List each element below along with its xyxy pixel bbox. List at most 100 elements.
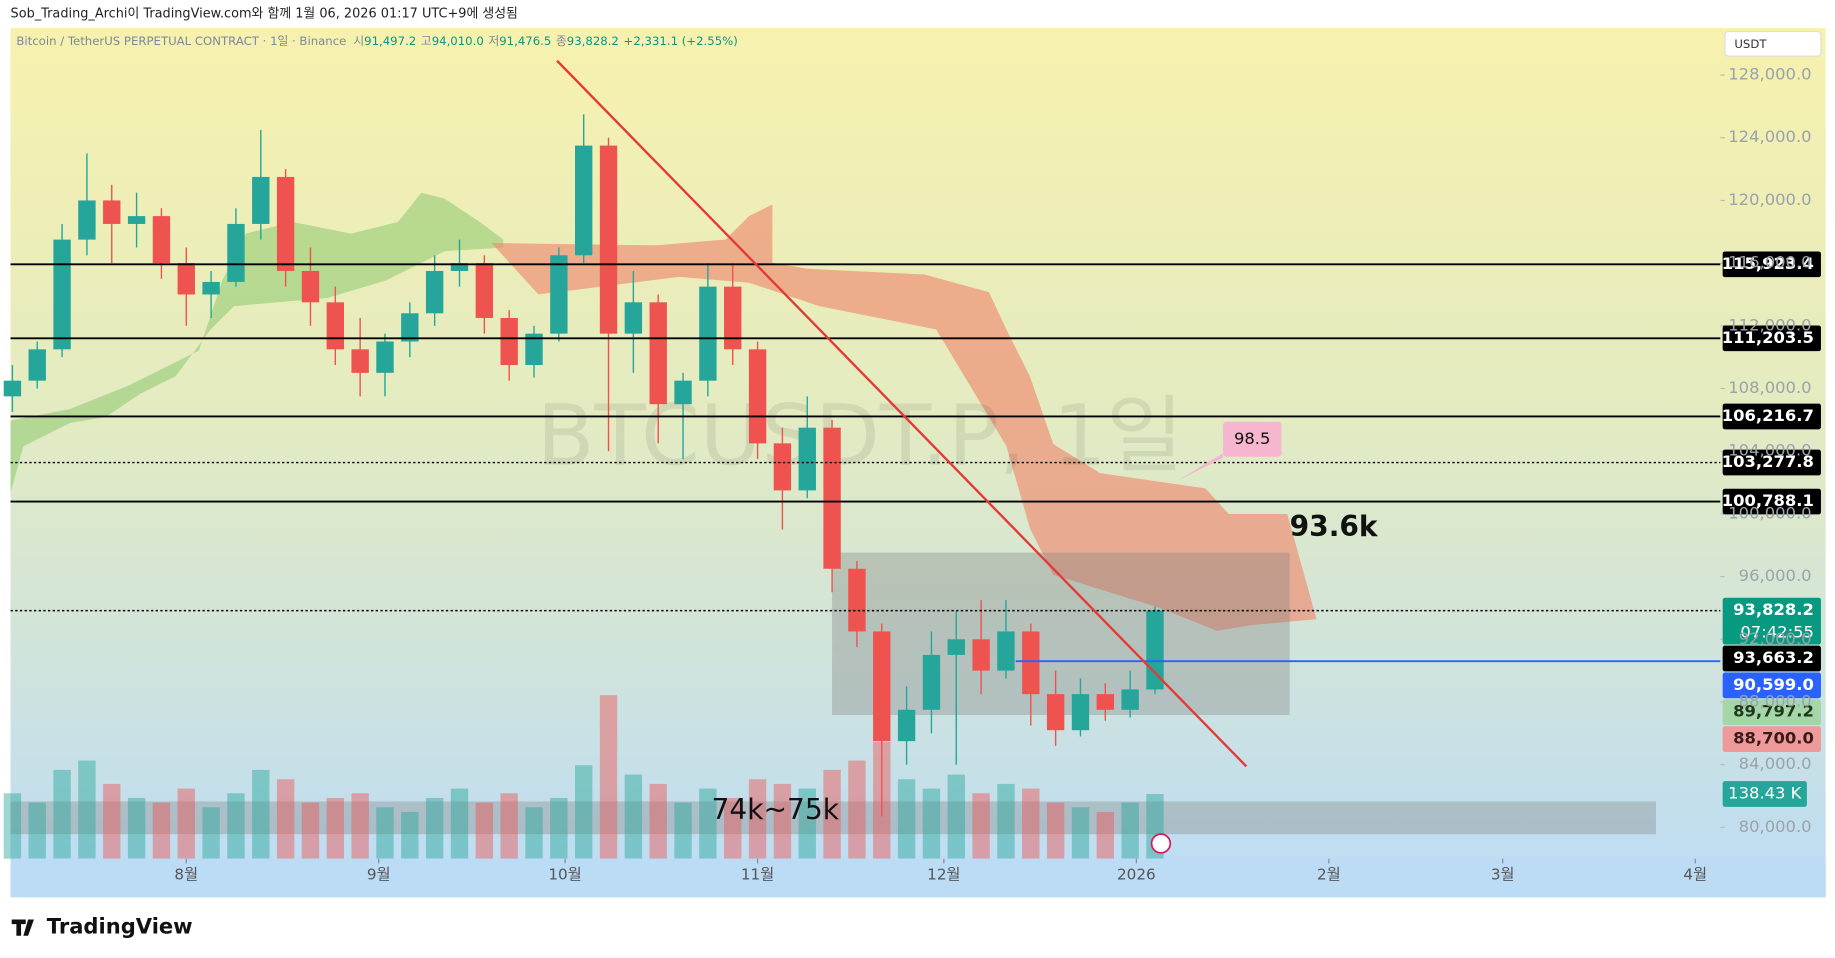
candle-body	[103, 200, 121, 224]
volume-bar	[773, 783, 792, 859]
volume-bar	[649, 783, 667, 859]
volume-bar	[674, 802, 692, 859]
time-axis-bg	[10, 858, 1826, 898]
callout-tail	[1176, 453, 1223, 482]
candle-body	[78, 200, 96, 240]
volume-bar	[450, 788, 469, 859]
volume-bar	[326, 797, 344, 859]
candle-body	[1046, 694, 1065, 731]
price-label: 93,663.2	[1733, 648, 1814, 667]
volume-bar	[152, 802, 171, 859]
y-tick-label: 88,000.0	[1739, 691, 1812, 710]
price-label-bg	[1722, 699, 1821, 726]
volume-bar	[724, 797, 742, 859]
ichimoku-cloud	[10, 192, 1317, 631]
candle-body	[326, 302, 344, 350]
candle-body	[152, 216, 171, 264]
price-label: 93,828.2	[1733, 600, 1814, 619]
candle-body	[3, 380, 22, 397]
volume-bar	[103, 783, 121, 859]
y-tick-label: 96,000.0	[1739, 566, 1812, 585]
currency: USDT	[1734, 37, 1767, 51]
candle-body	[53, 239, 71, 350]
watermark: BTCUSDT.P, 1일	[537, 387, 1184, 485]
candle-body	[1096, 694, 1115, 710]
y-tick-label: 124,000.0	[1728, 127, 1811, 146]
candles	[3, 114, 1164, 817]
volume-bar	[848, 760, 866, 859]
candle-body	[1071, 694, 1090, 731]
y-tick-label: 100,000.0	[1728, 503, 1811, 522]
l-label: 저	[488, 33, 499, 47]
legend: Bitcoin / TetherUS PERPETUAL CONTRACT · …	[16, 33, 737, 47]
volume-bar	[401, 811, 419, 859]
candle-body	[252, 176, 270, 224]
candle-body	[922, 654, 941, 710]
price-label-timer: 07:42:55	[1740, 622, 1814, 641]
currency-box[interactable]	[1724, 30, 1822, 57]
volume-zone-box	[10, 801, 1656, 835]
price-label: 90,599.0	[1733, 675, 1814, 694]
callout-box	[1222, 421, 1282, 457]
candle-body	[401, 313, 419, 342]
candle-body	[550, 255, 568, 334]
candle-body	[699, 286, 717, 381]
close: 93,828.2	[567, 33, 619, 47]
price-label: 115,923.4	[1722, 254, 1814, 273]
candle-body	[127, 216, 146, 224]
price-label: 88,700.0	[1733, 729, 1814, 748]
candle-body	[748, 349, 767, 444]
volume-bar	[351, 793, 369, 859]
callout-text: 98.5	[1234, 429, 1270, 448]
volume-label-bg	[1722, 781, 1807, 807]
x-tick-label: 3월	[1491, 866, 1515, 884]
y-tick-label: 80,000.0	[1739, 817, 1812, 836]
y-tick-label: 84,000.0	[1739, 754, 1812, 773]
candle-body	[500, 317, 518, 366]
price-label-bg	[1722, 488, 1821, 515]
candle-body	[227, 223, 245, 282]
price-label-bg	[1722, 251, 1821, 278]
volume-bar	[227, 793, 245, 859]
volume-bar	[823, 769, 841, 859]
volume-bar	[997, 783, 1015, 859]
price-label: 100,788.1	[1722, 491, 1814, 510]
candle-body	[1121, 689, 1139, 710]
candle-body	[574, 145, 593, 256]
candle-body	[202, 281, 220, 295]
candle-body	[425, 270, 444, 314]
y-tick-label: 104,000.0	[1728, 441, 1811, 460]
volume-bar	[301, 802, 320, 859]
price-label: 106,216.7	[1722, 406, 1814, 425]
y-tick-label: 92,000.0	[1739, 629, 1812, 648]
axis: 8월 9월 10월 11월 12월 2026 2월 3월 4월 128,000.0 124,000.…	[10, 65, 1826, 898]
candle-body	[897, 709, 916, 742]
price-label: 103,277.8	[1722, 452, 1814, 471]
price-label-bg	[1722, 403, 1821, 430]
price-label-bg	[1722, 325, 1821, 352]
brand-logo	[11, 919, 34, 936]
candle-body	[873, 631, 891, 742]
volume-bar	[798, 788, 816, 859]
zone-text: 74k~75k	[712, 793, 840, 826]
x-tick-label: 9월	[367, 866, 391, 884]
c-label: 종	[556, 33, 567, 47]
volume-bar	[922, 788, 941, 859]
y-tick-label: 112,000.0	[1728, 315, 1811, 334]
brand: TradingView	[47, 914, 193, 939]
volume-bar	[127, 797, 146, 859]
volume-bar	[177, 788, 195, 859]
price-label-bg	[1722, 726, 1821, 752]
volume-bar	[1096, 811, 1115, 859]
price-label-bg	[1722, 645, 1821, 672]
candle-body	[276, 176, 295, 271]
volume-bar	[78, 760, 96, 859]
volume-bar	[947, 774, 965, 859]
candle-body	[972, 639, 990, 671]
credit: Sob_Trading_Archi이 TradingView.com와 함께 1…	[11, 7, 518, 22]
y-tick-label: 116,000.0	[1728, 253, 1811, 272]
volume-bar	[1121, 802, 1139, 859]
event-icon[interactable]	[1150, 833, 1172, 854]
